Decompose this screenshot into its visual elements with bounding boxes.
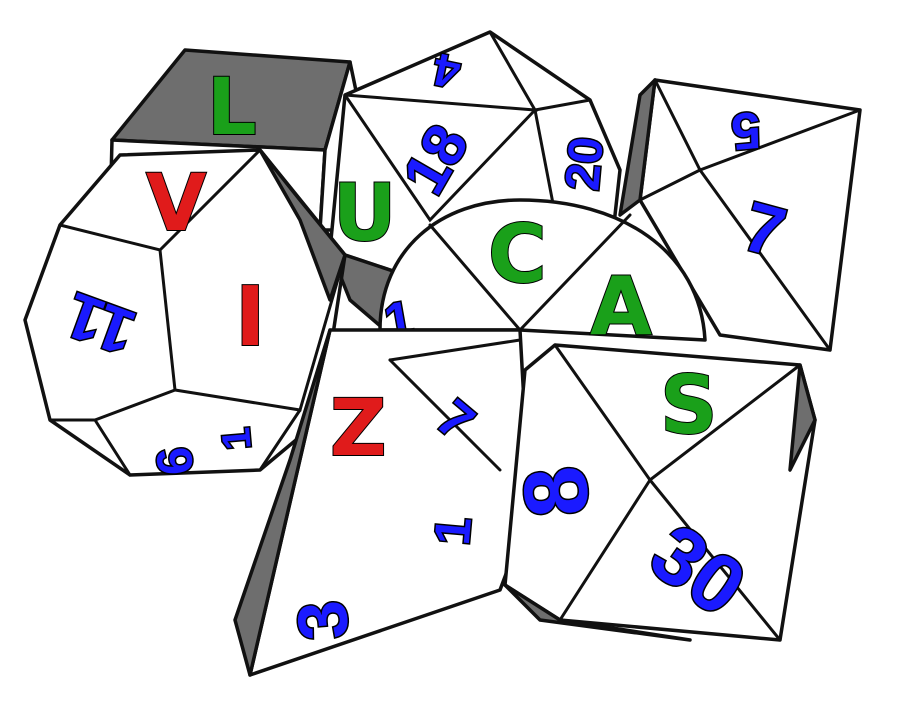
die-number: 6 [146, 445, 204, 478]
d30-die: 8 30 [503, 343, 817, 642]
die-number: 1 [424, 515, 482, 548]
d8-die: 5 7 1 [618, 78, 862, 352]
die-number: 20 [556, 135, 613, 193]
logo-letter-u: U [333, 169, 396, 259]
logo-letter-i: I [235, 270, 266, 365]
die-number: 1 [214, 426, 260, 452]
die-number: 3 [282, 598, 363, 644]
die-number: 8 [505, 462, 609, 521]
logo-letter-a: A [590, 260, 652, 353]
logo-letter-z: Z [330, 384, 387, 474]
d12-die: 11 6 1 [23, 148, 347, 479]
die-number: 5 [729, 100, 763, 160]
logo-letter-l: L [207, 63, 257, 153]
d4-die: 7 3 1 [233, 328, 532, 677]
logo-letter-s: S [660, 359, 718, 452]
logo-letter-c: C [488, 208, 547, 301]
logo-letter-v: V [146, 159, 206, 249]
